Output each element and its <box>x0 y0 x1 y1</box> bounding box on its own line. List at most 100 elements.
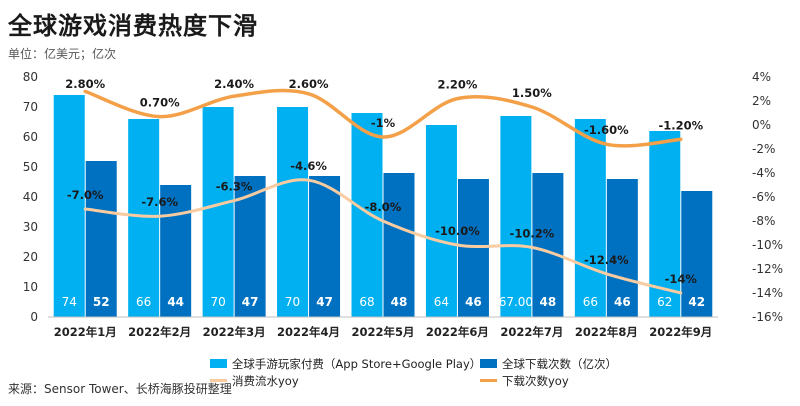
legend-label-download-yoy: 下载次数yoy <box>502 373 569 388</box>
legend-label-spend-yoy: 消费流水yoy <box>232 373 299 388</box>
legend-label-downloads: 全球下载次数（亿次） <box>502 356 617 371</box>
bar-downloads-label: 47 <box>316 295 333 309</box>
chart-svg: 0 10 20 30 40 50 60 70 80 -16% -14% -12% -10% -8% -6%… <box>23 70 783 339</box>
line-download-yoy <box>83 88 683 148</box>
x-category-label: 2022年4月 <box>277 325 340 339</box>
x-category-label: 2022年2月 <box>128 325 191 339</box>
right-tick-label: -14% <box>752 286 783 300</box>
spend-yoy-label: -10.2% <box>510 226 555 240</box>
download-yoy-label: 1.50% <box>512 86 552 100</box>
x-category-label: 2022年1月 <box>54 325 117 339</box>
spend-yoy-label: -6.3% <box>216 180 253 194</box>
bar-downloads-label: 48 <box>391 295 408 309</box>
legend-item-download-yoy: 下载次数yoy <box>480 373 569 389</box>
bar-downloads-label: 44 <box>167 295 184 309</box>
bar-spend <box>53 95 85 317</box>
left-y-axis: 0 10 20 30 40 50 60 70 80 <box>23 70 38 324</box>
right-tick-label: 0% <box>752 118 771 132</box>
bar-spend-label: 74 <box>62 295 77 309</box>
bar-downloads <box>383 173 415 317</box>
x-category-label: 2022年8月 <box>575 325 638 339</box>
download-yoy-label: 2.20% <box>437 78 477 92</box>
bar-spend <box>202 107 234 317</box>
bar-spend <box>128 119 160 317</box>
download-yoy-label: 2.40% <box>214 77 254 91</box>
unit-label: 单位：亿美元；亿次 <box>8 47 117 61</box>
left-tick-label: 10 <box>23 280 38 294</box>
bar-spend-label: 68 <box>359 295 374 309</box>
bar-spend-label: 66 <box>583 295 598 309</box>
spend-yoy-label: -8.0% <box>365 200 402 214</box>
line-group <box>83 88 683 295</box>
bar-downloads <box>681 191 713 317</box>
spend-yoy-label: -14% <box>665 272 698 286</box>
download-yoy-label: -1.60% <box>584 123 629 137</box>
bar-spend <box>277 107 309 317</box>
legend-item-spend-yoy: 消费流水yoy <box>210 373 480 389</box>
bar-downloads-label: 48 <box>540 295 557 309</box>
download-yoy-label: -1.20% <box>658 118 703 132</box>
legend-swatch-download-yoy <box>480 379 497 382</box>
right-tick-label: -12% <box>752 262 783 276</box>
bar-spend-label: 62 <box>657 295 672 309</box>
spend-yoy-label: -10.0% <box>435 224 480 238</box>
bar-spend-label: 70 <box>210 295 225 309</box>
left-tick-label: 40 <box>23 190 38 204</box>
right-tick-label: -2% <box>752 142 775 156</box>
bar-downloads-label: 46 <box>465 295 482 309</box>
left-tick-label: 0 <box>30 310 38 324</box>
x-category-label: 2022年7月 <box>500 325 563 339</box>
bar-downloads <box>309 176 341 317</box>
legend-swatch-spend <box>210 359 227 368</box>
left-tick-label: 30 <box>23 220 38 234</box>
right-y-axis: -16% -14% -12% -10% -8% -6% -4% -2% 0% 2% 4% <box>752 70 783 324</box>
bar-downloads <box>85 161 117 317</box>
x-category-label: 2022年6月 <box>426 325 489 339</box>
left-tick-label: 70 <box>23 100 38 114</box>
bar-downloads-label: 52 <box>93 295 110 309</box>
bar-downloads <box>457 179 489 317</box>
bar-downloads-label: 42 <box>688 295 705 309</box>
right-tick-label: 4% <box>752 70 771 84</box>
legend-item-downloads: 全球下载次数（亿次） <box>480 356 617 372</box>
bar-spend-label: 64 <box>434 295 449 309</box>
spend-yoy-label: -4.6% <box>290 159 327 173</box>
left-tick-label: 20 <box>23 250 38 264</box>
right-tick-label: -16% <box>752 310 783 324</box>
x-category-label: 2022年5月 <box>351 325 414 339</box>
bar-spend <box>574 119 606 317</box>
legend-swatch-downloads <box>480 359 497 368</box>
source-note: 来源：Sensor Tower、长桥海豚投研整理 <box>8 382 232 396</box>
bar-downloads <box>532 173 564 317</box>
legend: 全球手游玩家付费（App Store+Google Play） 全球下载次数（亿… <box>210 355 680 389</box>
right-tick-label: 2% <box>752 94 771 108</box>
x-category-label: 2022年9月 <box>649 325 712 339</box>
bar-downloads <box>606 179 638 317</box>
bar-downloads-label: 47 <box>242 295 259 309</box>
left-tick-label: 60 <box>23 130 38 144</box>
bar-spend-label: 67.00 <box>499 295 533 309</box>
bar-spend-label: 66 <box>136 295 151 309</box>
legend-item-spend: 全球手游玩家付费（App Store+Google Play） <box>210 356 481 372</box>
chart-title: 全球游戏消费热度下滑 <box>8 12 258 40</box>
right-tick-label: -6% <box>752 190 775 204</box>
x-category-label: 2022年3月 <box>203 325 266 339</box>
bar-downloads <box>160 185 192 317</box>
right-tick-label: -4% <box>752 166 775 180</box>
spend-yoy-label: -7.0% <box>67 188 104 202</box>
bar-spend-label: 70 <box>285 295 300 309</box>
left-tick-label: 80 <box>23 70 38 84</box>
bar-spend <box>425 125 457 317</box>
download-yoy-label: 0.70% <box>140 96 180 110</box>
legend-swatch-spend-yoy <box>210 379 227 382</box>
download-yoy-label: 2.60% <box>289 77 329 91</box>
download-yoy-label: -1% <box>371 116 396 130</box>
label-group: 74 52 66 44 70 47 70 47 68 48 64 46 67.00 48 66 46 62 42 -… <box>62 77 706 309</box>
spend-yoy-label: -7.6% <box>141 195 178 209</box>
bar-downloads-label: 46 <box>614 295 631 309</box>
bar-spend <box>500 116 532 317</box>
spend-yoy-label: -12.4% <box>584 253 629 267</box>
left-tick-label: 50 <box>23 160 38 174</box>
x-axis-categories: 2022年1月 2022年2月 2022年3月 2022年4月 2022年5月 2022年… <box>54 325 713 339</box>
line-spend-yoy <box>83 178 683 295</box>
